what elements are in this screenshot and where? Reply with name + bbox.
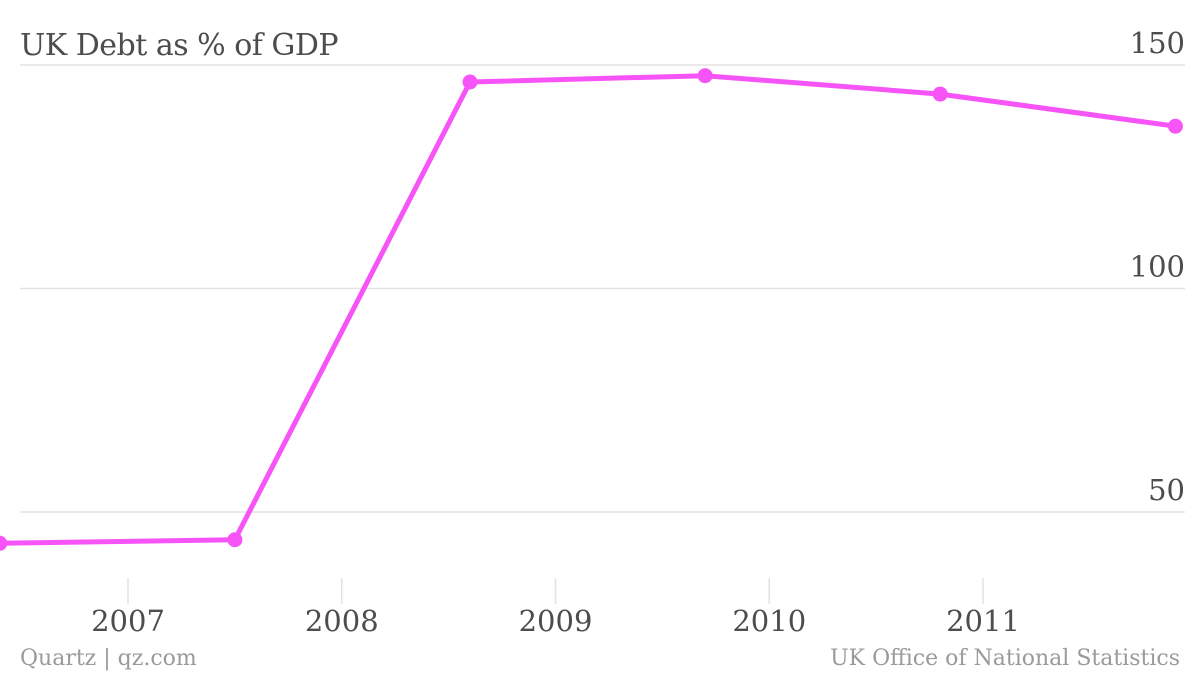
- y-tick-label: 150: [1130, 26, 1185, 60]
- grid-layer: 50 100 150: [20, 26, 1185, 513]
- x-tick-label: 2011: [946, 604, 1020, 638]
- data-point: [697, 68, 713, 84]
- series-line: [0, 73, 1178, 546]
- x-tick-label: 2009: [519, 604, 593, 638]
- x-tick-label: 2008: [305, 604, 379, 638]
- x-tick-layer: 2007 2008 2009 2010 2011: [91, 578, 1020, 638]
- data-point: [1167, 118, 1183, 134]
- data-point: [462, 74, 478, 90]
- data-point: [227, 532, 243, 548]
- x-tick-label: 2007: [91, 604, 165, 638]
- publisher-credit: Quartz | qz.com: [20, 646, 197, 671]
- line-layer: [0, 73, 1178, 546]
- y-tick-label: 50: [1148, 473, 1185, 507]
- y-tick-label: 100: [1130, 250, 1185, 284]
- data-point: [0, 535, 8, 551]
- chart-title: UK Debt as % of GDP: [20, 28, 339, 63]
- point-layer: [0, 68, 1183, 551]
- data-point: [932, 86, 948, 102]
- data-source: UK Office of National Statistics: [830, 646, 1180, 671]
- x-tick-label: 2010: [732, 604, 806, 638]
